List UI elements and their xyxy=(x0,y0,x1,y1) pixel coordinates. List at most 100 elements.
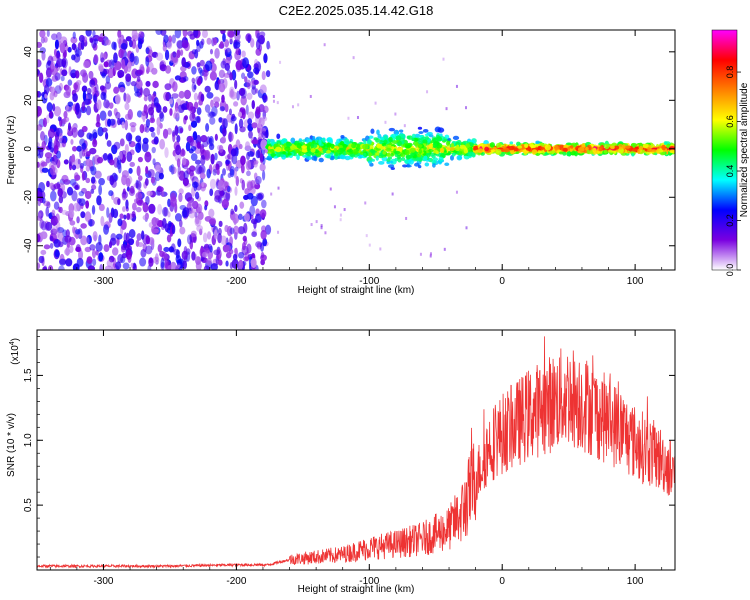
spectrogram-cell xyxy=(64,235,72,243)
spectrogram-cell xyxy=(163,34,169,43)
spectrogram-cell xyxy=(121,58,126,70)
spectrogram-cell xyxy=(79,162,85,169)
spectrogram-cell xyxy=(161,190,165,198)
spectrogram-cell xyxy=(39,219,45,229)
spectrogram-cell xyxy=(85,177,91,184)
spectrogram-cell xyxy=(233,30,241,36)
spectrogram-cell xyxy=(371,158,375,162)
spectrogram-cell xyxy=(47,141,52,150)
spectrogram-cell xyxy=(449,147,456,151)
spectrogram-cell xyxy=(83,60,90,69)
spectrogram-cell xyxy=(229,72,233,81)
spectrogram-cell xyxy=(125,199,129,210)
spectrogram-cell xyxy=(59,258,66,266)
spectrogram-cell xyxy=(280,154,284,158)
spectrogram-cell xyxy=(46,60,52,66)
spectrogram-cell xyxy=(53,90,58,98)
spectrogram-cell xyxy=(174,75,181,81)
spectrogram-cell xyxy=(78,191,85,197)
spectrogram-cell xyxy=(240,87,247,99)
spectrogram-cell xyxy=(156,116,162,127)
spectrogram-cell xyxy=(315,220,318,224)
spectrogram-cell xyxy=(188,135,194,142)
spectrogram-cell xyxy=(148,257,154,267)
spectrogram-cell xyxy=(41,167,49,173)
spectrogram-cell xyxy=(123,65,128,74)
spectrogram-cell xyxy=(395,131,400,135)
spectrogram-cell xyxy=(49,235,54,242)
spectrogram-cell xyxy=(229,236,233,247)
spectrogram-cell xyxy=(151,146,156,154)
spectrogram-cell xyxy=(222,168,226,176)
spectrogram-cell xyxy=(56,58,64,68)
spectrogram-cell xyxy=(199,172,206,180)
spectrogram-cell xyxy=(251,231,257,238)
spectrogram-cell xyxy=(121,193,127,201)
spectrogram-cell xyxy=(642,143,649,149)
spectrogram-cell xyxy=(178,188,184,195)
spectrogram-cell xyxy=(40,131,45,141)
spectrogram-cell xyxy=(403,124,406,128)
spectrogram-cell xyxy=(57,116,62,122)
spectrogram-cell xyxy=(38,181,46,193)
snr-x-tick-label: 100 xyxy=(627,576,644,587)
spectrogram-cell xyxy=(53,183,61,190)
spectrogram-cell xyxy=(290,137,296,144)
spectrogram-cell xyxy=(171,34,176,44)
spectrogram-cell xyxy=(577,146,585,152)
spectrogram-cell xyxy=(257,122,262,129)
spectrogram-cell xyxy=(81,85,88,93)
spectrogram-cell xyxy=(137,242,144,248)
spectrogram-cell xyxy=(67,122,72,131)
spectrogram-cell xyxy=(182,177,189,187)
spectrogram-cell xyxy=(65,246,70,257)
spectrogram-cell xyxy=(238,87,246,97)
spectrogram-cell xyxy=(414,162,420,167)
spectrogram-cell xyxy=(78,249,84,261)
spectrogram-cell xyxy=(41,161,48,167)
spectrogram-cell xyxy=(411,133,416,139)
spectrogram-cell xyxy=(103,61,109,68)
spectrogram-cell xyxy=(81,171,85,181)
spectrogram-y-tick-label: 40 xyxy=(23,46,34,58)
spectrogram-cell xyxy=(251,122,258,129)
spectrogram-cell xyxy=(176,135,181,143)
spectrogram-cell xyxy=(438,156,444,162)
spectrogram-cell xyxy=(186,101,194,111)
spectrogram-cell xyxy=(170,166,177,175)
spectrogram-cell xyxy=(59,36,68,45)
spectrogram-cell xyxy=(390,167,395,171)
spectrogram-cell xyxy=(381,156,388,162)
spectrogram-cell xyxy=(346,149,354,153)
spectrogram-cell xyxy=(229,248,234,255)
spectrogram-cell xyxy=(241,50,246,58)
spectrogram-cell xyxy=(70,72,77,79)
spectrogram-cell xyxy=(246,243,252,254)
spectrogram-cell xyxy=(65,104,69,111)
spectrogram-cell xyxy=(340,134,345,139)
spectrogram-cell xyxy=(117,30,122,39)
spectrogram-cell xyxy=(41,50,46,61)
spectrogram-cell xyxy=(282,140,287,144)
spectrogram-cell xyxy=(356,143,361,149)
spectrogram-cell xyxy=(174,213,182,222)
spectrogram-cell xyxy=(109,159,115,166)
spectrogram-cell xyxy=(192,131,198,141)
spectrogram-cell xyxy=(277,230,280,234)
spectrogram-y-tick-label: -40 xyxy=(23,238,34,253)
spectrogram-cell xyxy=(604,143,610,150)
spectrogram-cell xyxy=(429,252,432,256)
spectrogram-cell xyxy=(95,83,99,93)
spectrogram-cell xyxy=(213,101,220,108)
spectrogram-cell xyxy=(124,119,129,131)
spectrogram-cell xyxy=(210,263,218,270)
spectrogram-cell xyxy=(128,229,136,239)
spectrogram-cell xyxy=(570,145,574,149)
spectrogram-cell xyxy=(338,147,345,152)
spectrogram-cell xyxy=(231,154,238,165)
spectrogram-cell xyxy=(65,229,70,238)
spectrogram-cell xyxy=(431,154,436,159)
spectrogram-cell xyxy=(127,109,133,120)
spectrogram-y-label: Frequency (Hz) xyxy=(6,116,17,185)
